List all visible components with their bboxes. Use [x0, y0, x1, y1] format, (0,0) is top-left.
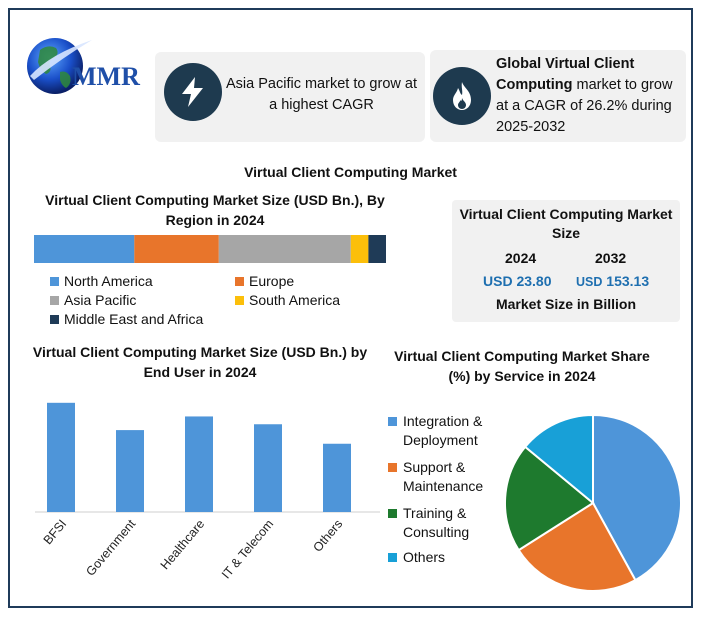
legend-item-south-america: South America	[235, 292, 340, 308]
legend-swatch	[388, 463, 397, 472]
enduser-bar-chart: BFSI Government Healthcare IT & Telecom Othe…	[35, 402, 380, 582]
pie-slice-integration-deployment	[592, 413, 682, 582]
legend-swatch	[235, 295, 244, 305]
stacked-segment-north-america	[34, 235, 135, 263]
bar-others	[323, 443, 351, 512]
legend-swatch	[388, 417, 397, 426]
legend-label: Others	[403, 549, 446, 565]
tick-label-others: Others	[310, 517, 345, 555]
highlight-card-cagr-region: Asia Pacific market to grow at a highest…	[155, 52, 425, 142]
legend-label: Training & Consulting	[403, 505, 470, 540]
stacked-segment-europe	[134, 235, 219, 263]
highlight-text: Asia Pacific market to grow at a highest…	[226, 76, 417, 113]
market-size-box: Virtual Client Computing Market Size 202…	[452, 200, 680, 322]
legend-label: Support & Maintenance	[403, 459, 484, 494]
value-number: 23.80	[516, 273, 552, 289]
legend-item-support-maintenance: Support & Maintenance	[388, 458, 503, 496]
legend-item-asia-pacific: Asia Pacific	[50, 292, 136, 308]
legend-item-north-america: North America	[50, 273, 153, 289]
legend-item-europe: Europe	[235, 273, 294, 289]
legend-swatch	[50, 295, 59, 305]
legend-label: Middle East and Africa	[64, 311, 204, 327]
market-size-title: Virtual Client Computing Market Size	[459, 206, 673, 241]
enduser-chart-title: Virtual Client Computing Market Size (US…	[32, 344, 368, 380]
legend-item-training-consulting: Training & Consulting	[388, 504, 503, 542]
legend-swatch	[388, 553, 397, 562]
lightning-icon	[164, 63, 222, 121]
bar-healthcare	[185, 416, 213, 512]
pie-slice-others	[523, 413, 594, 506]
legend-label: Integration & Deployment	[403, 413, 483, 448]
highlight-text: Global Virtual Client Computing market t…	[496, 54, 682, 138]
main-title: Virtual Client Computing Market	[244, 164, 457, 180]
pie-slice-training-consulting	[504, 445, 595, 552]
year-2032: 2032	[595, 250, 627, 266]
service-pie-chart	[504, 413, 682, 592]
legend-swatch	[50, 276, 59, 286]
logo-text: MMR	[72, 62, 140, 91]
value-number: 153.13	[606, 273, 650, 289]
currency-label: USD	[483, 273, 513, 289]
legend-label: South America	[249, 292, 341, 308]
highlight-bold: Global Virtual Client Computing	[496, 56, 635, 93]
legend-label: Europe	[249, 273, 295, 289]
highlight-rest: market to grow at a CAGR of 26.2% during…	[496, 77, 673, 135]
legend-swatch	[235, 276, 244, 286]
bar-government	[116, 430, 144, 512]
region-stacked-bar	[34, 235, 386, 263]
value-2024: USD 23.80	[483, 273, 552, 289]
legend-item-integration-deployment: Integration & Deployment	[388, 412, 503, 450]
currency-label: USD	[576, 275, 603, 289]
logo-globe-icon	[27, 38, 92, 94]
tick-label-government: Government	[83, 517, 138, 579]
tick-label-healthcare: Healthcare	[158, 517, 208, 572]
tick-label-bfsi: BFSI	[41, 517, 70, 547]
legend-item-middle-east-and-africa: Middle East and Africa	[50, 311, 203, 327]
region-chart-title: Virtual Client Computing Market Size (US…	[45, 192, 385, 228]
legend-swatch	[388, 509, 397, 518]
stacked-segment-south-america	[350, 235, 369, 263]
stacked-segment-middle-east-and-africa	[368, 235, 386, 263]
legend-label: Asia Pacific	[64, 292, 137, 308]
bar-bfsi	[47, 402, 75, 512]
value-2032: USD 153.13	[576, 273, 649, 289]
service-chart-title: Virtual Client Computing Market Share (%…	[394, 348, 650, 384]
bar-it-telecom	[254, 424, 282, 512]
legend-swatch	[50, 314, 59, 324]
legend-item-others: Others	[388, 548, 503, 567]
legend-label: North America	[64, 273, 153, 289]
pie-slice-support-maintenance	[517, 501, 637, 592]
year-2024: 2024	[505, 250, 537, 266]
flame-icon	[433, 67, 491, 125]
highlight-card-cagr-global: Global Virtual Client Computing market t…	[430, 50, 686, 142]
stacked-segment-asia-pacific	[218, 235, 351, 263]
tick-label-it-telecom: IT & Telecom	[219, 517, 276, 582]
market-size-footer: Market Size in Billion	[495, 296, 637, 312]
